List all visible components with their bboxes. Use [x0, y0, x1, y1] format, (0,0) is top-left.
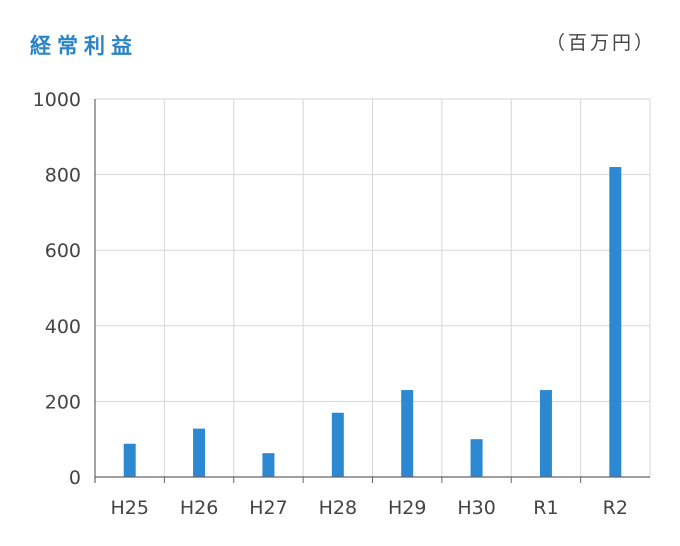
- y-tick-label-1000: 1000: [33, 89, 81, 111]
- bar-h30: [470, 439, 483, 477]
- chart-title: 経常利益: [30, 34, 138, 58]
- x-tick-label-h26: H26: [180, 497, 218, 519]
- x-tick-label-h30: H30: [457, 497, 495, 519]
- bar-h29: [401, 390, 414, 477]
- x-tick-label-h25: H25: [110, 497, 148, 519]
- x-tick-label-h28: H28: [319, 497, 357, 519]
- y-tick-label-400: 400: [45, 316, 81, 338]
- x-tick-label-h27: H27: [249, 497, 287, 519]
- bar-h28: [331, 412, 344, 477]
- y-tick-label-200: 200: [45, 391, 81, 413]
- bar-h27: [262, 453, 275, 477]
- y-tick-label-0: 0: [69, 467, 81, 489]
- unit-label: （百万円）: [545, 32, 656, 54]
- x-tick-label-h29: H29: [388, 497, 426, 519]
- bar-h25: [123, 443, 136, 477]
- x-tick-label-r1: R1: [533, 497, 558, 519]
- bar-r2: [609, 167, 622, 478]
- bar-h26: [193, 428, 206, 477]
- bar-r1: [539, 390, 552, 477]
- y-tick-label-600: 600: [45, 240, 81, 262]
- y-tick-label-800: 800: [45, 165, 81, 187]
- x-tick-label-r2: R2: [603, 497, 628, 519]
